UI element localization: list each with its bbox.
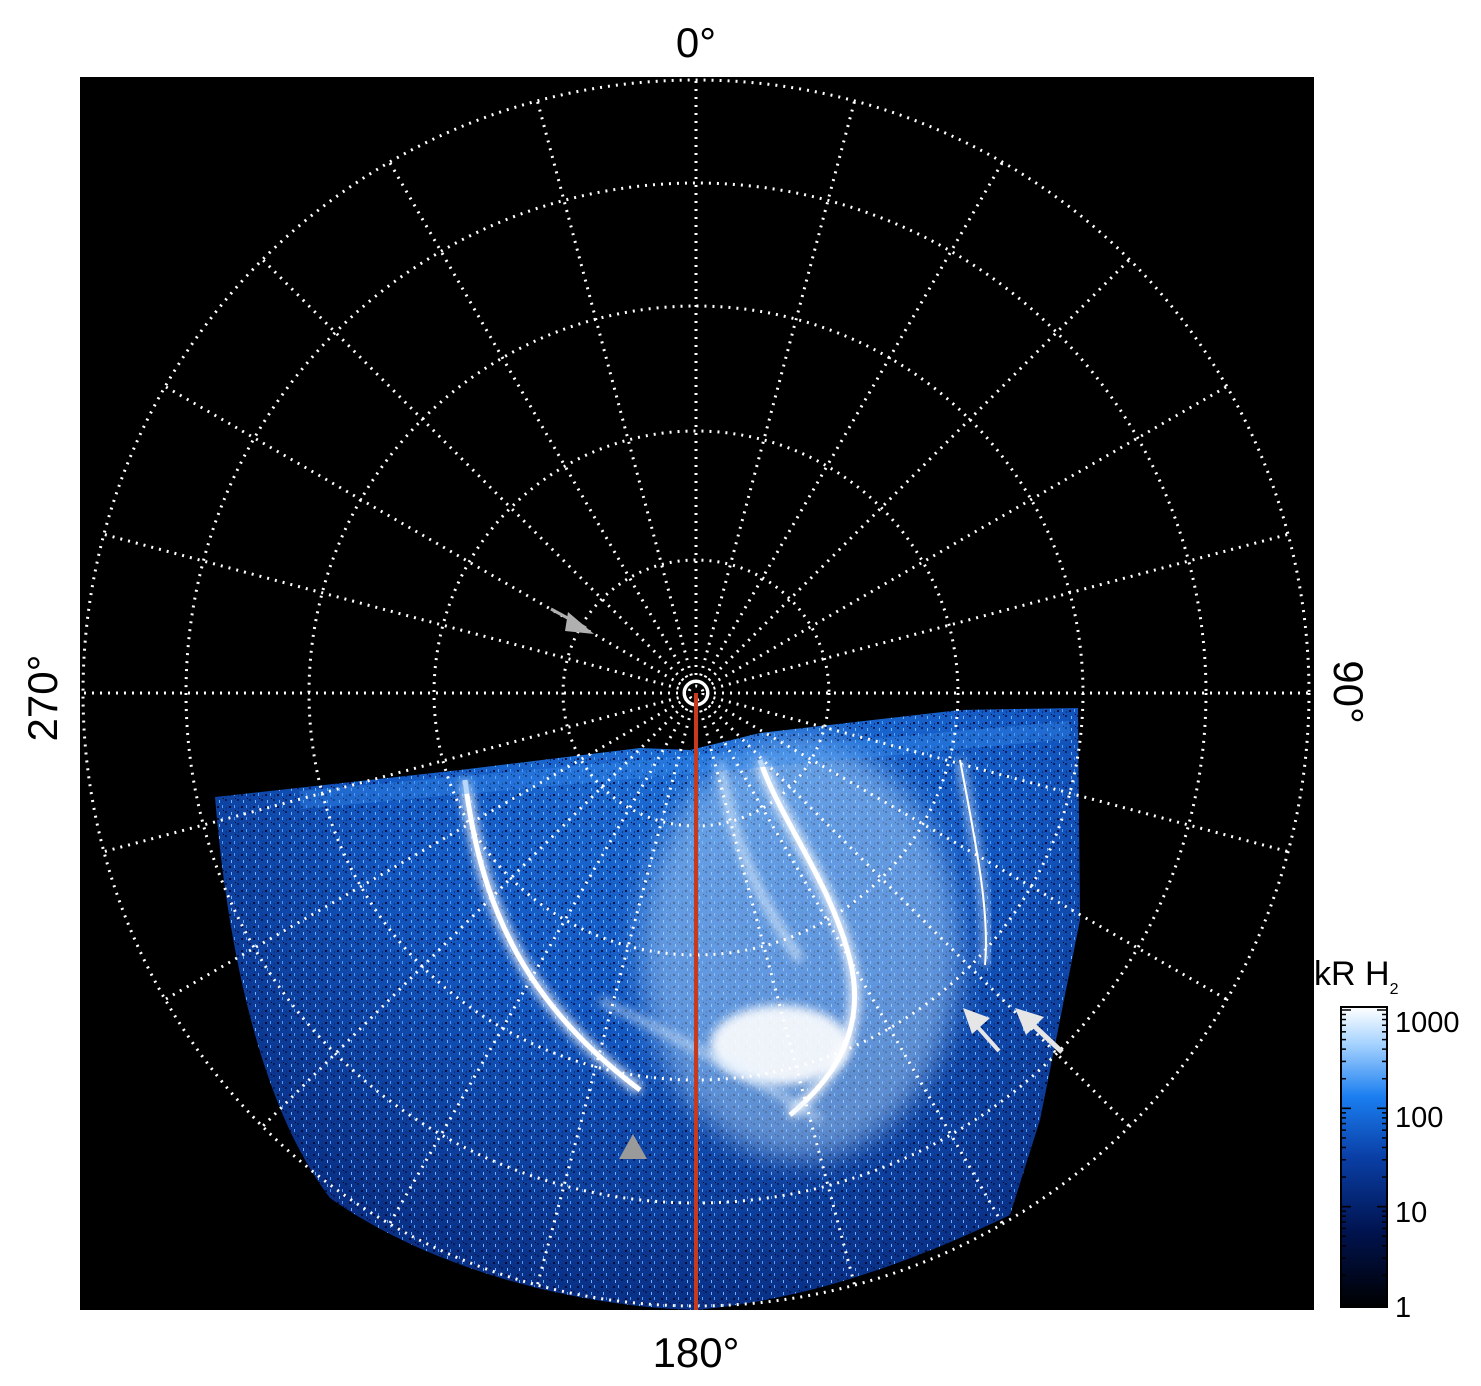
grey-arrowhead-upper-icon — [565, 612, 594, 634]
label-0-deg: 0° — [676, 19, 716, 66]
colorbar-title: kR H2 — [1314, 955, 1399, 998]
colorbar-title-main: kR H — [1314, 955, 1390, 993]
white-arrow-right-icon — [1015, 1008, 1064, 1054]
label-90-deg: 90° — [1325, 660, 1372, 724]
grey-triangle-lower-icon — [619, 1134, 647, 1159]
label-270-deg: 270° — [19, 655, 66, 742]
colorbar: kR H2 1000 100 10 1 — [1314, 955, 1460, 1324]
white-arrow-left-icon — [963, 1008, 1001, 1053]
colorbar-tick-label: 1 — [1395, 1292, 1411, 1324]
colorbar-tick-label: 1000 — [1395, 1007, 1460, 1039]
grid-circle — [81, 78, 1311, 1308]
grid-circle — [432, 429, 960, 957]
colorbar-tick-label: 10 — [1395, 1197, 1427, 1229]
grid-circle — [687, 684, 705, 702]
colorbar-ticks — [1341, 1009, 1387, 1306]
label-180-deg: 180° — [653, 1329, 740, 1376]
colorbar-scale — [1340, 1006, 1388, 1308]
colorbar-tick-label: 100 — [1395, 1102, 1443, 1134]
colorbar-title-sub: 2 — [1390, 981, 1399, 998]
